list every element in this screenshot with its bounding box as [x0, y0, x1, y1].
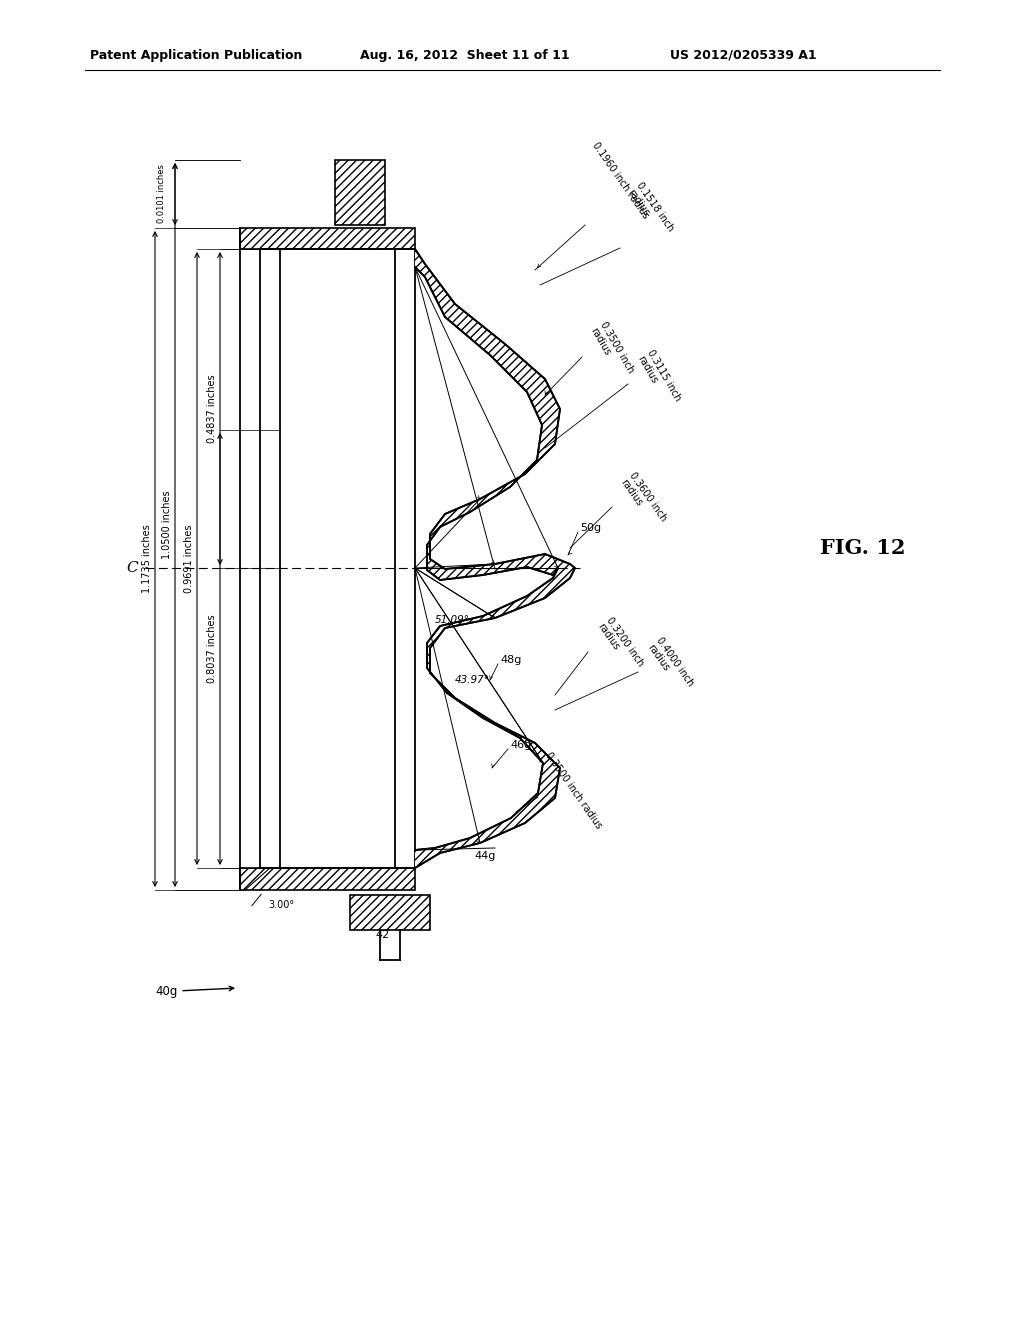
Text: US 2012/0205339 A1: US 2012/0205339 A1 [670, 49, 816, 62]
Bar [335, 160, 385, 224]
Text: C: C [126, 561, 138, 576]
Text: 0.4837 inches: 0.4837 inches [207, 374, 217, 442]
Bar [240, 228, 415, 249]
Bar [240, 869, 415, 890]
Text: 1.0500 inches: 1.0500 inches [162, 491, 172, 560]
Text: 0.3115 inch
radius: 0.3115 inch radius [635, 347, 682, 408]
Text: Aug. 16, 2012  Sheet 11 of 11: Aug. 16, 2012 Sheet 11 of 11 [360, 49, 569, 62]
Text: 44g: 44g [474, 851, 496, 861]
Text: 0.9691 inches: 0.9691 inches [184, 524, 194, 593]
Text: 0.3500 inch radius: 0.3500 inch radius [543, 750, 603, 830]
Bar [350, 895, 430, 931]
Text: 0.8037 inches: 0.8037 inches [207, 615, 217, 684]
Text: FIG. 12: FIG. 12 [820, 539, 905, 558]
Text: 46g: 46g [510, 741, 531, 750]
Text: 0.4000 inch
radius: 0.4000 inch radius [645, 635, 695, 694]
Text: 43.97°: 43.97° [455, 675, 490, 685]
Polygon shape [415, 249, 575, 869]
Text: 0.3200 inch
radius: 0.3200 inch radius [595, 615, 646, 675]
Text: 3.00°: 3.00° [268, 900, 294, 909]
Text: 50g: 50g [580, 523, 601, 533]
Bar [240, 228, 415, 249]
Text: 0.1518 inch
radius: 0.1518 inch radius [625, 181, 676, 240]
Bar [240, 869, 415, 890]
Bar [335, 160, 385, 224]
Text: 48g: 48g [500, 655, 521, 665]
Bar [350, 895, 430, 931]
Text: 1.1735 inches: 1.1735 inches [142, 524, 152, 594]
Text: 0.1960 inch radius: 0.1960 inch radius [590, 140, 650, 220]
Text: 0.0101 inches: 0.0101 inches [158, 165, 167, 223]
Text: 40g: 40g [155, 985, 233, 998]
Text: 51.09°: 51.09° [435, 615, 470, 624]
Text: 42: 42 [375, 931, 389, 940]
Text: Patent Application Publication: Patent Application Publication [90, 49, 302, 62]
Text: 0.3500 inch
radius: 0.3500 inch radius [588, 319, 636, 380]
Text: 0.3600 inch
radius: 0.3600 inch radius [618, 470, 669, 529]
